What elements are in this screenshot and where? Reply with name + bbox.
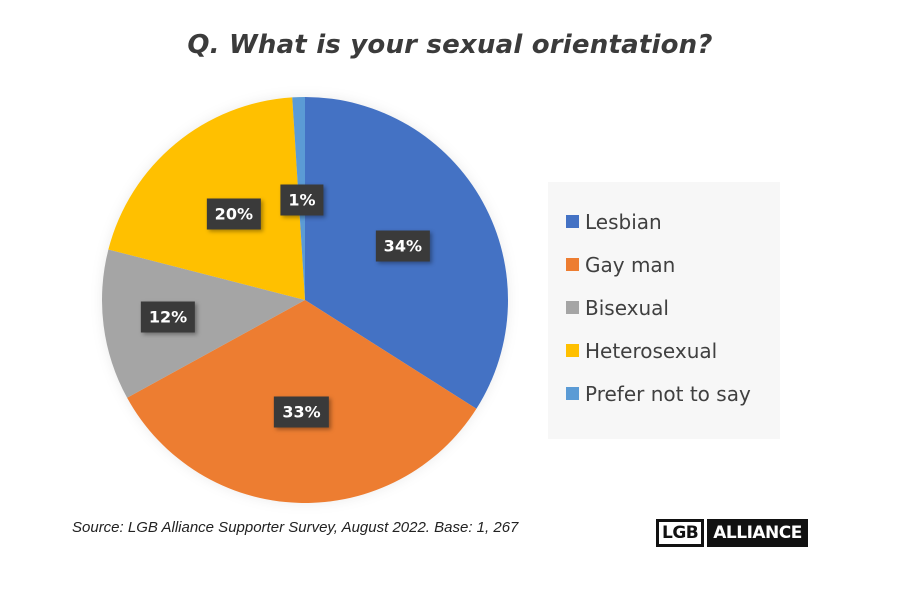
legend-label: Bisexual [585, 295, 669, 320]
legend-swatch-bisexual [566, 301, 579, 314]
legend-item-heterosexual: Heterosexual [566, 325, 780, 376]
legend-label: Prefer not to say [585, 381, 751, 406]
logo-alliance: ALLIANCE [707, 519, 808, 547]
pie-slice-bisexual [102, 249, 306, 398]
legend-label: Gay man [585, 252, 676, 277]
data-label-gay-man: 33% [274, 396, 329, 428]
source-note: Source: LGB Alliance Supporter Survey, A… [72, 519, 519, 536]
chart-title: Q. What is your sexual orientation? [187, 30, 713, 60]
legend-item-lesbian: Lesbian [566, 196, 780, 247]
lgb-alliance-logo: LGB ALLIANCE [656, 519, 808, 547]
data-label-heterosexual: 20% [206, 198, 261, 230]
logo-lgb: LGB [656, 519, 705, 547]
data-label-bisexual: 12% [140, 301, 196, 333]
data-label-prefer-not-to-say: 1% [280, 184, 324, 216]
legend: Lesbian Gay man Bisexual Heterosexual Pr… [548, 182, 780, 439]
legend-label: Lesbian [585, 209, 662, 234]
legend-swatch-gay-man [566, 258, 579, 271]
legend-label: Heterosexual [585, 338, 718, 363]
legend-swatch-prefer-not-to-say [566, 387, 579, 400]
legend-swatch-lesbian [566, 215, 579, 228]
legend-item-prefer-not-to-say: Prefer not to say [566, 368, 780, 419]
data-label-lesbian: 34% [375, 230, 430, 262]
legend-swatch-heterosexual [566, 344, 579, 357]
legend-item-gay-man: Gay man [566, 239, 780, 290]
legend-item-bisexual: Bisexual [566, 282, 780, 333]
